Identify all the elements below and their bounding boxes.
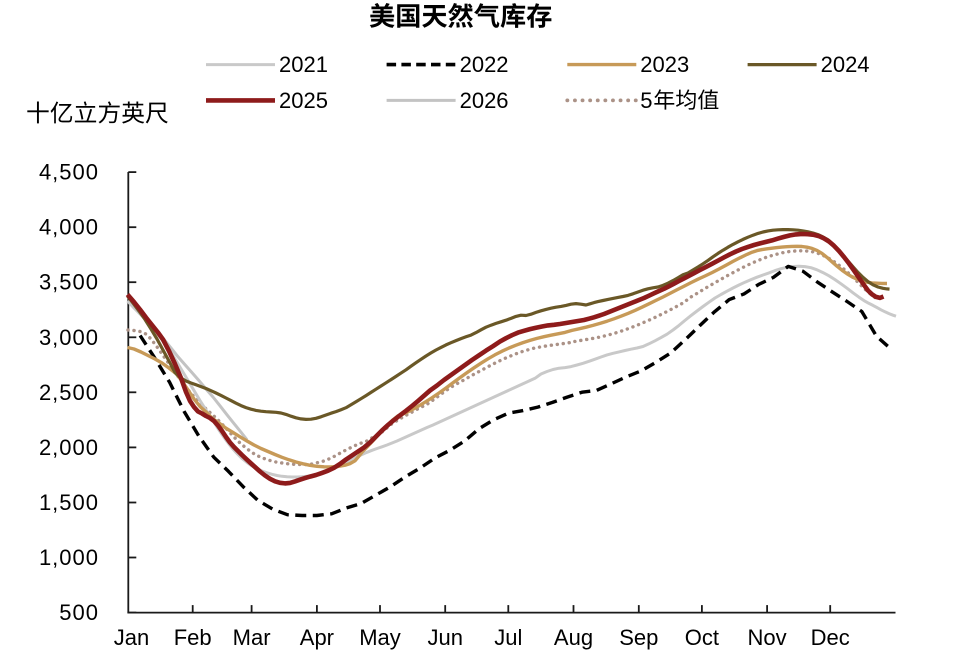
svg-text:2,000: 2,000 <box>39 435 99 460</box>
svg-text:5: 5 <box>640 88 652 113</box>
svg-text:4,500: 4,500 <box>39 160 99 185</box>
svg-text:3,500: 3,500 <box>39 270 99 295</box>
svg-text:Apr: Apr <box>300 625 334 650</box>
svg-text:2021: 2021 <box>279 52 328 77</box>
svg-text:2,500: 2,500 <box>39 380 99 405</box>
svg-text:Nov: Nov <box>748 625 787 650</box>
svg-text:Sep: Sep <box>619 625 658 650</box>
svg-text:3,000: 3,000 <box>39 325 99 350</box>
svg-text:Jun: Jun <box>427 625 462 650</box>
svg-text:Oct: Oct <box>685 625 719 650</box>
svg-text:2022: 2022 <box>460 52 509 77</box>
svg-text:2025: 2025 <box>279 88 328 113</box>
svg-text:May: May <box>359 625 401 650</box>
svg-text:Dec: Dec <box>811 625 850 650</box>
svg-text:500: 500 <box>59 600 99 625</box>
svg-text:Jul: Jul <box>494 625 522 650</box>
svg-text:2024: 2024 <box>821 52 870 77</box>
svg-text:2026: 2026 <box>460 88 509 113</box>
svg-text:1,000: 1,000 <box>39 545 99 570</box>
svg-text:2023: 2023 <box>640 52 689 77</box>
svg-text:Aug: Aug <box>554 625 593 650</box>
svg-text:Mar: Mar <box>233 625 271 650</box>
svg-text:Jan: Jan <box>114 625 149 650</box>
svg-text:Feb: Feb <box>174 625 212 650</box>
svg-text:1,500: 1,500 <box>39 490 99 515</box>
svg-text:4,000: 4,000 <box>39 215 99 240</box>
